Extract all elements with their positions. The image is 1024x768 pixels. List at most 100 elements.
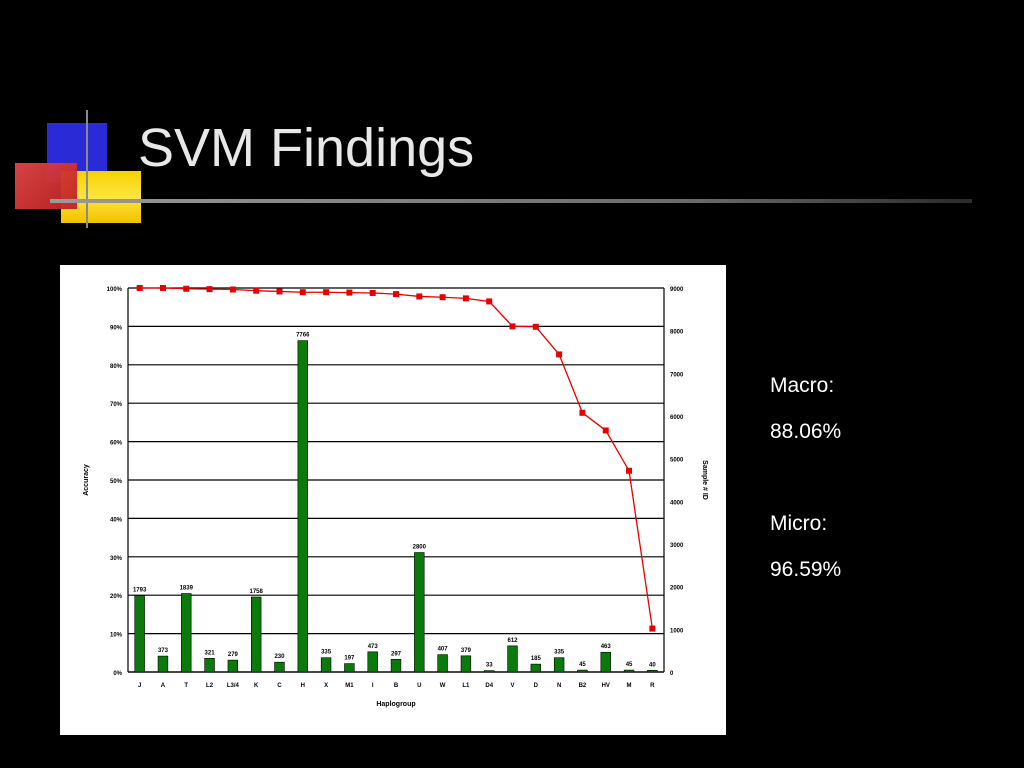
combo-chart: 0% 10% 20% 30% 40% 50% 60% 70% 80% 90% 100% 0 1000 20… [83,285,708,708]
bar [507,645,518,673]
bar-data-label: 197 [344,656,355,662]
slide-title: SVM Findings [138,118,475,178]
accuracy-point [159,285,166,291]
x-tick-label: L2 [206,683,214,689]
x-axis-title: Haplogroup [376,701,415,708]
micro-value: 96.59% [770,558,842,581]
decor-vertical-line [86,110,88,228]
bar [227,659,239,673]
bar-data-label: 407 [438,647,449,653]
x-tick-label: B2 [579,683,587,689]
accuracy-point [229,286,236,293]
bar [553,657,565,673]
bar [297,340,308,673]
x-tick-label: J [138,683,141,689]
accuracy-point [206,286,213,293]
bar [157,655,169,673]
chart-panel: 0% 10% 20% 30% 40% 50% 60% 70% 80% 90% 100% 0 1000 20… [60,265,726,735]
bar [437,654,448,673]
x-tick-label: M [627,683,632,689]
accuracy-point [532,323,539,330]
bar [320,657,332,673]
accuracy-point [416,293,423,300]
x-tick-label: T [184,683,188,689]
y2-tick-label: 1000 [670,628,684,634]
bar-data-label: 473 [368,644,379,650]
bar-data-label: 373 [158,648,169,654]
bar [390,659,402,673]
accuracy-point [369,289,376,296]
accuracy-point [183,285,190,292]
accuracy-point [579,409,586,416]
x-tick-label: H [301,683,305,689]
bar [623,669,635,673]
accuracy-point [602,427,609,434]
bar [647,669,658,673]
accuracy-point [462,295,469,302]
y-tick-label: 50% [110,479,123,485]
accuracy-point [323,289,330,296]
accuracy-point [136,285,143,291]
x-tick-label: U [417,683,421,689]
x-tick-label: A [161,683,166,689]
accuracy-point [253,287,260,294]
y-tick-label: 40% [110,517,123,523]
bar-data-label: 1839 [180,586,194,592]
bar [460,655,472,673]
bar [577,669,588,673]
x-tick-label: X [324,683,328,689]
y2-axis-title: Sample # ID [701,460,708,500]
bar [344,663,355,673]
x-tick-label: L3/4 [227,683,240,689]
bar [134,595,145,673]
y2-tick-label: 2000 [670,586,684,592]
bar [414,552,425,673]
accuracy-point [299,289,306,296]
accuracy-point [393,291,399,298]
macro-label: Macro: [770,374,835,397]
y2-tick-label: 7000 [670,372,684,378]
y-tick-label: 20% [110,594,123,600]
bar-data-label: 230 [274,654,285,660]
accuracy-point [486,298,493,305]
bar-data-label: 33 [486,663,493,669]
y-axis-title: Accuracy [83,464,90,496]
y-tick-label: 90% [110,325,123,331]
accuracy-point [276,288,283,295]
y-tick-label: 60% [110,441,123,447]
y-tick-label: 80% [110,364,123,370]
bar-data-label: 379 [461,648,472,654]
bar-data-label: 40 [649,662,656,668]
bar-data-label: 321 [205,650,216,656]
bar-data-label: 1758 [249,589,263,595]
x-tick-label: C [277,683,282,689]
accuracy-point [626,467,633,474]
bar [484,670,495,673]
bar-data-label: 2800 [413,545,427,551]
y2-tick-label: 8000 [670,330,684,336]
bar-data-label: 612 [508,638,519,644]
y-tick-label: 100% [107,287,123,293]
bar-data-label: 7766 [296,333,310,339]
accuracy-point [346,289,353,296]
bar [367,651,378,673]
y2-tick-label: 5000 [670,458,684,464]
y2-tick-label: 9000 [670,287,684,293]
x-tick-label: W [440,683,446,689]
bar-data-label: 1793 [133,587,147,593]
bar-data-label: 335 [321,650,332,656]
bar-data-label: 463 [601,644,612,650]
x-tick-label: L1 [462,683,470,689]
accuracy-point [649,625,656,632]
x-tick-label: R [650,683,655,689]
accuracy-point [509,323,516,330]
bar [600,651,611,673]
x-tick-label: B [394,683,399,689]
y2-tick-label: 4000 [670,500,684,506]
bar-data-label: 185 [531,656,542,662]
x-tick-label: D4 [485,683,493,689]
x-tick-label: K [254,683,259,689]
x-tick-label: D [534,683,539,689]
x-tick-label: M1 [345,683,354,689]
accuracy-line [139,287,653,629]
